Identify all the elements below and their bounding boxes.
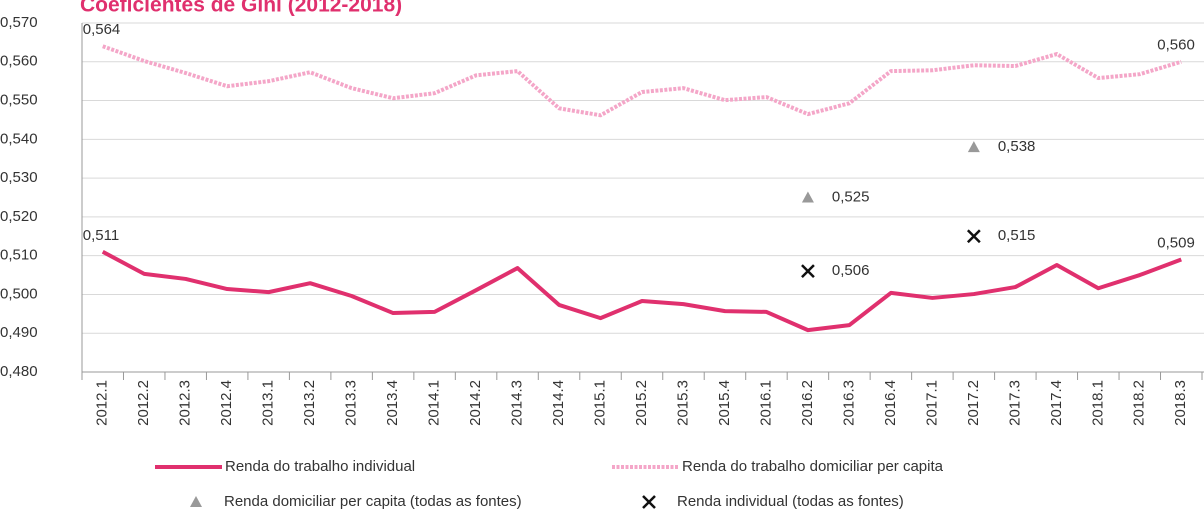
x-tick-label: 2014.4: [550, 380, 567, 426]
x-tick-label: 2012.4: [218, 380, 235, 426]
y-tick-label: 0,520: [0, 208, 38, 225]
legend-label: Renda domiciliar per capita (todas as fo…: [224, 493, 522, 510]
x-tick-label: 2013.2: [301, 380, 318, 426]
y-tick-label: 0,490: [0, 324, 38, 341]
legend-label: Renda do trabalho domiciliar per capita: [682, 458, 944, 475]
x-tick-label: 2013.3: [343, 380, 360, 426]
x-tick-label: 2012.2: [135, 380, 152, 426]
cross-marker: [966, 229, 981, 244]
y-tick-label: 0,550: [0, 92, 38, 109]
data-label: 0,564: [83, 21, 121, 38]
y-tick-label: 0,560: [0, 53, 38, 70]
x-tick-label: 2017.2: [965, 380, 982, 426]
data-label: 0,515: [998, 227, 1036, 244]
x-tick-label: 2018.3: [1172, 380, 1189, 426]
data-label: 0,511: [83, 227, 119, 244]
x-tick-label: 2012.1: [94, 380, 111, 426]
x-tick-label: 2012.3: [177, 380, 194, 426]
y-tick-label: 0,530: [0, 169, 38, 186]
x-tick-label: 2014.1: [426, 380, 443, 426]
x-tick-label: 2018.2: [1131, 380, 1148, 426]
x-tick-label: 2016.4: [882, 380, 899, 426]
x-tick-label: 2015.1: [591, 380, 608, 426]
x-tick-label: 2017.4: [1048, 380, 1065, 426]
x-tick-label: 2018.1: [1089, 380, 1106, 426]
y-tick-label: 0,500: [0, 285, 38, 302]
data-label: 0,560: [1157, 37, 1195, 54]
triangle-marker: [801, 191, 814, 203]
triangle-marker: [967, 141, 980, 153]
x-tick-label: 2013.1: [260, 380, 277, 426]
data-label: 0,506: [832, 262, 870, 279]
data-label: 0,509: [1157, 235, 1195, 252]
legend-label: Renda do trabalho individual: [225, 458, 415, 475]
series-line: [101, 250, 1182, 333]
y-tick-label: 0,480: [0, 363, 38, 380]
data-label: 0,525: [832, 188, 870, 205]
cross-marker: [801, 264, 815, 279]
y-tick-label: 0,570: [0, 14, 38, 31]
y-tick-label: 0,510: [0, 247, 38, 264]
x-tick-label: 2016.3: [840, 380, 857, 426]
x-tick-label: 2014.2: [467, 380, 484, 426]
x-tick-label: 2015.4: [716, 380, 733, 426]
x-tick-label: 2013.4: [384, 380, 401, 426]
x-tick-label: 2017.1: [923, 380, 940, 426]
legend-swatch: [642, 495, 656, 509]
x-tick-label: 2016.2: [799, 380, 816, 426]
legend-swatch: [190, 496, 202, 507]
y-tick-label: 0,540: [0, 130, 38, 147]
x-tick-label: 2017.3: [1006, 380, 1023, 426]
chart-title: Coeficientes de Gini (2012-2018): [80, 0, 402, 17]
data-label: 0,538: [998, 138, 1036, 155]
x-tick-label: 2014.3: [509, 380, 526, 426]
legend-label: Renda individual (todas as fontes): [677, 493, 904, 510]
series-line: [102, 44, 1182, 118]
x-tick-label: 2016.1: [757, 380, 774, 426]
x-tick-label: 2015.2: [633, 380, 650, 426]
x-tick-label: 2015.3: [674, 380, 691, 426]
